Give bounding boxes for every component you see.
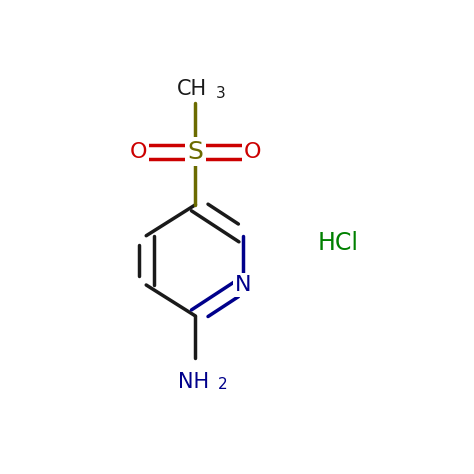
Text: O: O (243, 142, 261, 162)
Text: N: N (235, 275, 251, 295)
Text: 3: 3 (216, 86, 225, 101)
Text: CH: CH (177, 79, 207, 99)
Text: 2: 2 (218, 377, 228, 392)
Text: HCl: HCl (317, 231, 358, 255)
Text: NH: NH (178, 372, 209, 392)
Text: O: O (130, 142, 148, 162)
Text: S: S (188, 140, 203, 164)
